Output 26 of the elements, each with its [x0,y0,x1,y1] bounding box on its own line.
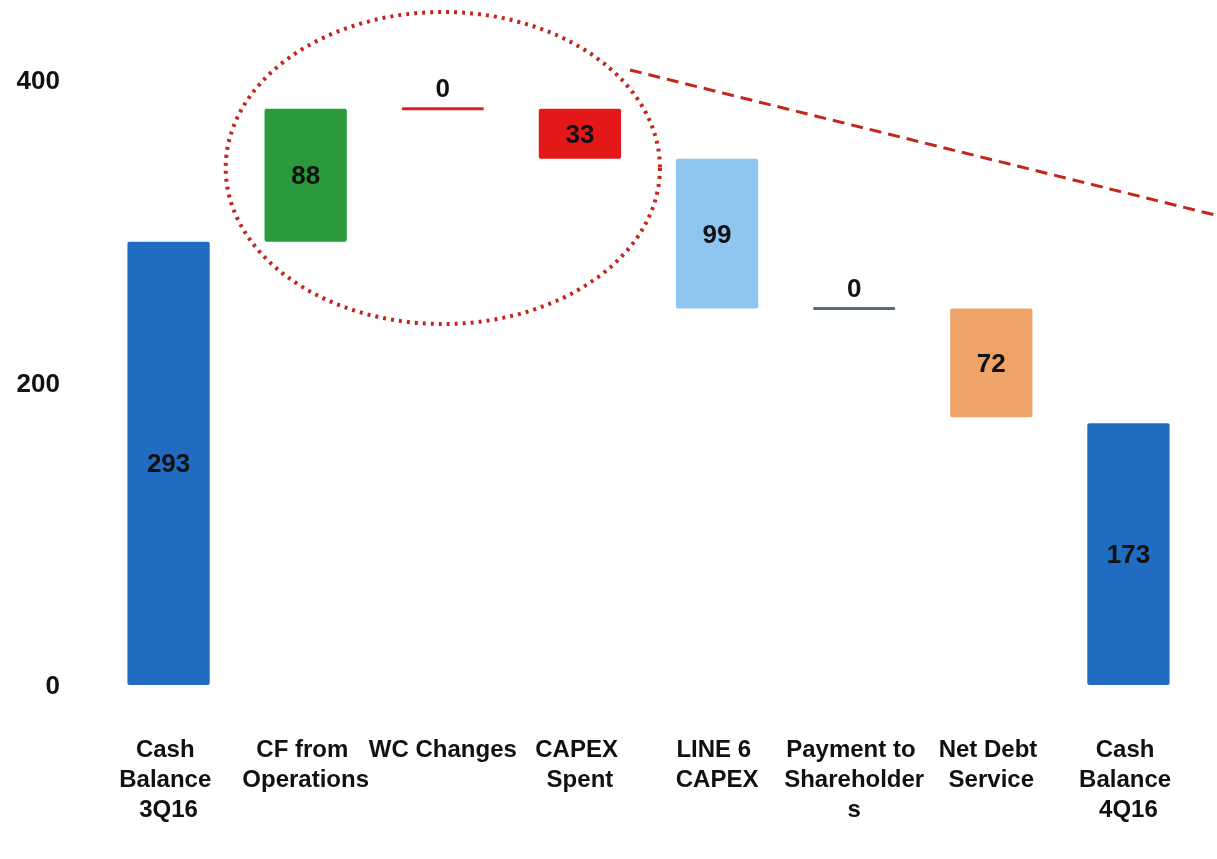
data-label: 293 [146,448,191,479]
y-tick-label: 400 [16,65,60,95]
x-tick-label: CF from Operations [242,734,370,792]
x-tick-label: LINE 6 CAPEX [675,734,759,792]
x-tick-label: Cash Balance 4Q16 [1079,734,1178,822]
bar [950,308,1033,418]
bar [401,107,484,111]
data-label: 0 [435,73,451,104]
data-label: 33 [565,118,595,149]
bar [1087,423,1170,685]
x-tick-label: CAPEX Spent [535,734,625,792]
x-tick-label: Cash Balance 3Q16 [119,734,218,822]
x-tick-label: Net Debt Service [938,734,1044,792]
data-label: 173 [1106,539,1151,570]
bar [675,158,759,309]
data-label: 99 [702,218,732,249]
bar [538,108,622,159]
bar [127,241,210,685]
y-tick-label: 200 [16,367,60,398]
data-label: 88 [291,160,321,191]
data-label: 72 [976,347,1006,378]
x-tick-label: Payment to Shareholders [784,734,925,822]
x-tick-label: WC Changes [368,734,517,762]
bar [264,108,347,242]
data-label: 0 [846,272,862,303]
y-tick-label: 0 [45,670,60,700]
